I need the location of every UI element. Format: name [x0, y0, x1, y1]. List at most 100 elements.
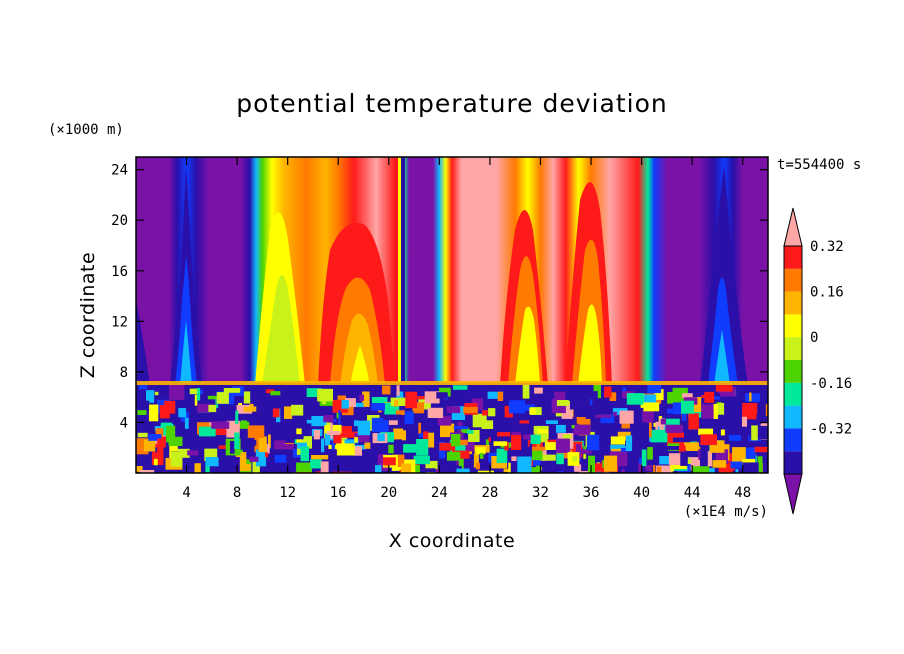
turbulence-patch	[319, 401, 334, 406]
turbulence-patch	[199, 426, 216, 437]
turbulence-patch	[583, 454, 586, 460]
turbulence-patch	[291, 404, 304, 416]
upper-layer-field	[136, 157, 768, 385]
turbulence-patch	[656, 465, 673, 473]
turbulence-patch	[313, 429, 320, 440]
turbulence-patch	[613, 411, 617, 417]
turbulence-patch	[139, 470, 155, 473]
turbulence-patch	[556, 453, 564, 465]
turbulence-patch	[143, 472, 149, 473]
turbulence-patch	[236, 421, 250, 429]
turbulence-patch	[663, 418, 680, 427]
turbulence-patch	[243, 406, 257, 412]
turbulence-patch	[310, 459, 322, 469]
turbulence-patch	[235, 452, 247, 469]
turbulence-patch	[545, 420, 558, 424]
turbulence-patch	[672, 437, 691, 443]
x-tick-label: 12	[279, 485, 296, 501]
turbulence-patch	[400, 463, 412, 473]
turbulence-patch	[544, 442, 557, 450]
turbulence-patch	[303, 436, 312, 449]
x-tick-label: 24	[431, 485, 448, 501]
turbulence-patch	[511, 456, 517, 461]
turbulence-patch	[148, 434, 162, 441]
turbulence-patch	[508, 400, 525, 414]
turbulence-patch	[517, 456, 532, 473]
turbulence-patch	[701, 404, 716, 419]
x-tick-label: 8	[233, 485, 241, 501]
x-tick-label: 28	[481, 485, 498, 501]
turbulence-patch	[647, 447, 653, 460]
turbulence-patch	[529, 442, 533, 459]
turbulence-patch	[234, 432, 240, 449]
turbulence-patch	[354, 437, 358, 443]
turbulence-patch	[659, 418, 665, 432]
turbulence-patch	[388, 444, 394, 454]
turbulence-patch	[751, 425, 758, 441]
turbulence-patch	[297, 442, 307, 449]
turbulence-patch	[600, 414, 615, 424]
turbulence-patch	[556, 400, 569, 406]
turbulence-patch	[643, 402, 660, 412]
turbulence-patch	[268, 434, 271, 449]
turbulence-patch	[523, 434, 536, 440]
turbulence-patch	[396, 391, 404, 400]
turbulence-patch	[153, 458, 158, 466]
turbulence-patch	[458, 439, 468, 446]
y-tick-label: 24	[111, 163, 128, 179]
turbulence-patch	[187, 450, 199, 456]
plot-frame	[135, 156, 769, 474]
y-unit-label: (×1000 m)	[48, 122, 124, 138]
colorbar-top-arrow	[783, 207, 803, 247]
turbulence-patch	[330, 422, 333, 439]
turbulence-patch	[446, 451, 461, 461]
turbulence-patch	[667, 408, 674, 414]
turbulence-patch	[341, 400, 349, 409]
turbulence-patch	[604, 455, 618, 472]
turbulence-patch	[336, 440, 355, 456]
turbulence-patch	[571, 425, 575, 429]
turbulence-patch	[742, 462, 759, 473]
turbulence-patch	[468, 430, 480, 442]
turbulence-patch	[300, 446, 310, 462]
turbulence-patch	[331, 440, 335, 450]
turbulence-patch	[457, 421, 463, 438]
turbulence-patch	[525, 467, 541, 473]
y-axis-label: Z coordinate	[77, 252, 99, 378]
turbulence-patch	[660, 418, 667, 425]
x-tick-label: 40	[633, 485, 650, 501]
turbulence-patch	[157, 438, 164, 453]
turbulence-patch	[155, 428, 164, 437]
x-tick-label: 36	[583, 485, 600, 501]
turbulence-patch	[475, 447, 486, 455]
turbulence-patch	[588, 455, 595, 473]
turbulence-patch	[721, 401, 738, 412]
turbulence-patch	[765, 404, 768, 417]
turbulence-patch	[592, 391, 598, 407]
turbulence-patch	[178, 408, 187, 418]
turbulence-patch	[698, 428, 714, 435]
turbulence-patch	[383, 414, 402, 421]
turbulence-patch	[423, 431, 429, 446]
turbulence-patch	[168, 436, 183, 447]
y-tick-label: 20	[111, 213, 128, 229]
turbulence-patch	[211, 427, 227, 436]
colorbar-swatch	[784, 405, 802, 429]
turbulence-patch	[681, 400, 694, 414]
turbulence-patch	[610, 436, 626, 445]
time-label: t=554400 s	[777, 157, 861, 173]
turbulence-patch	[519, 420, 529, 424]
turbulence-patch	[631, 428, 648, 441]
turbulence-patch	[196, 388, 201, 401]
x-unit-label: (×1E4 m/s)	[684, 504, 768, 520]
y-axis-ticks: 4 8 12 16 20 24	[111, 163, 768, 431]
turbulence-patch	[526, 448, 532, 464]
turbulence-patch	[338, 410, 341, 425]
turbulence-patch	[247, 425, 265, 438]
turbulence-patch	[403, 444, 418, 453]
turbulence-patch	[456, 468, 470, 473]
turbulence-patch	[209, 422, 213, 426]
y-tick-label: 4	[120, 415, 128, 431]
turbulence-patch	[681, 442, 699, 450]
turbulence-patch	[609, 392, 617, 401]
